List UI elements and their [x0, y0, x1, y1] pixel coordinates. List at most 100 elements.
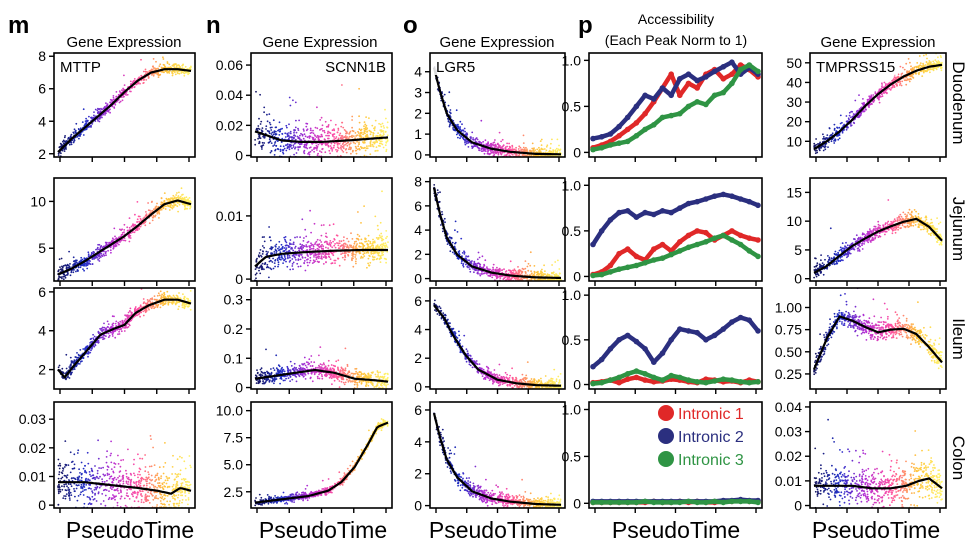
scatter-point: [284, 136, 287, 138]
scatter-point: [282, 145, 285, 148]
scatter-point: [343, 258, 346, 261]
scatter-point: [156, 472, 159, 475]
scatter-point: [186, 484, 189, 487]
scatter-point: [142, 70, 145, 73]
scatter-point: [386, 246, 389, 249]
y-tick-label: 2: [38, 362, 46, 378]
scatter-point: [145, 79, 148, 81]
scatter-point: [151, 209, 154, 212]
scatter-point: [178, 504, 180, 507]
scatter-point: [105, 327, 108, 329]
scatter-point: [320, 253, 322, 255]
scatter-point: [147, 471, 150, 473]
scatter-point: [84, 469, 86, 472]
scatter-point: [64, 372, 67, 375]
scatter-point: [97, 439, 99, 442]
scatter-point: [187, 503, 189, 506]
scatter-point: [133, 472, 135, 475]
scatter-point: [123, 239, 125, 242]
scatter-point: [309, 365, 312, 367]
scatter-point: [285, 144, 287, 147]
scatter-point: [155, 72, 157, 74]
scatter-point: [174, 71, 176, 74]
scatter-point: [297, 146, 299, 148]
scatter-point: [87, 251, 90, 254]
scatter-point: [376, 224, 379, 227]
scatter-point: [369, 144, 372, 146]
scatter-point: [61, 476, 64, 479]
scatter-point: [344, 148, 347, 151]
scatter-point: [176, 70, 179, 72]
scatter-points: [57, 288, 192, 381]
scatter-point: [289, 268, 292, 271]
scatter-point: [299, 138, 301, 141]
scatter-point: [303, 130, 305, 132]
scatter-point: [79, 266, 82, 269]
scatter-point: [122, 482, 125, 485]
scatter-point: [96, 248, 99, 250]
scatter-point: [314, 242, 317, 244]
scatter-point: [330, 377, 333, 380]
gene-label-bg: [322, 57, 389, 75]
scatter-point: [175, 476, 178, 478]
scatter-point: [112, 486, 114, 489]
scatter-point: [272, 267, 275, 270]
scatter-point: [359, 146, 362, 148]
scatter-point: [91, 490, 93, 493]
scatter-point: [354, 379, 357, 382]
scatter-point: [321, 130, 324, 132]
column-title-o: Gene Expression: [439, 34, 554, 51]
scatter-point: [63, 148, 66, 151]
scatter-point: [263, 106, 266, 109]
scatter-point: [181, 482, 184, 484]
scatter-point: [89, 473, 91, 476]
scatter-point: [288, 261, 291, 263]
scatter-point: [96, 476, 98, 479]
scatter-point: [385, 150, 388, 153]
scatter-point: [62, 273, 65, 276]
scatter-point: [343, 136, 346, 139]
scatter-point: [350, 135, 352, 138]
scatter-point: [90, 475, 92, 477]
scatter-point: [78, 137, 80, 140]
scatter-point: [75, 484, 78, 486]
scatter-point: [347, 240, 350, 243]
scatter-point: [299, 258, 302, 261]
scatter-point: [275, 243, 278, 246]
scatter-point: [132, 463, 135, 466]
scatter-point: [122, 474, 124, 477]
scatter-point: [160, 497, 163, 500]
scatter-point: [364, 132, 366, 135]
scatter-point: [332, 223, 335, 226]
scatter-point: [311, 380, 314, 383]
scatter-point: [69, 263, 71, 265]
scatter-point: [385, 230, 388, 232]
scatter-point: [168, 294, 171, 297]
scatter-point: [70, 494, 73, 496]
scatter-point: [175, 494, 178, 497]
scatter-point: [129, 237, 132, 239]
scatter-point: [337, 257, 339, 260]
scatter-point: [117, 476, 119, 479]
scatter-point: [58, 258, 61, 261]
scatter-point: [334, 137, 337, 140]
scatter-point: [380, 237, 383, 240]
scatter-point: [257, 125, 260, 127]
scatter-point: [258, 252, 261, 254]
scatter-point: [258, 378, 261, 381]
scatter-point: [299, 253, 301, 256]
scatter-point: [261, 245, 264, 247]
scatter-point: [90, 349, 92, 352]
scatter-point: [259, 272, 262, 275]
scatter-point: [297, 136, 300, 139]
scatter-point: [115, 95, 118, 98]
scatter-point: [77, 478, 79, 481]
scatter-point: [160, 208, 163, 211]
scatter-point: [153, 307, 156, 310]
scatter-point: [280, 258, 282, 261]
scatter-point: [265, 125, 268, 128]
scatter-point: [110, 440, 112, 443]
scatter-point: [123, 84, 126, 86]
scatter-point: [142, 217, 145, 220]
